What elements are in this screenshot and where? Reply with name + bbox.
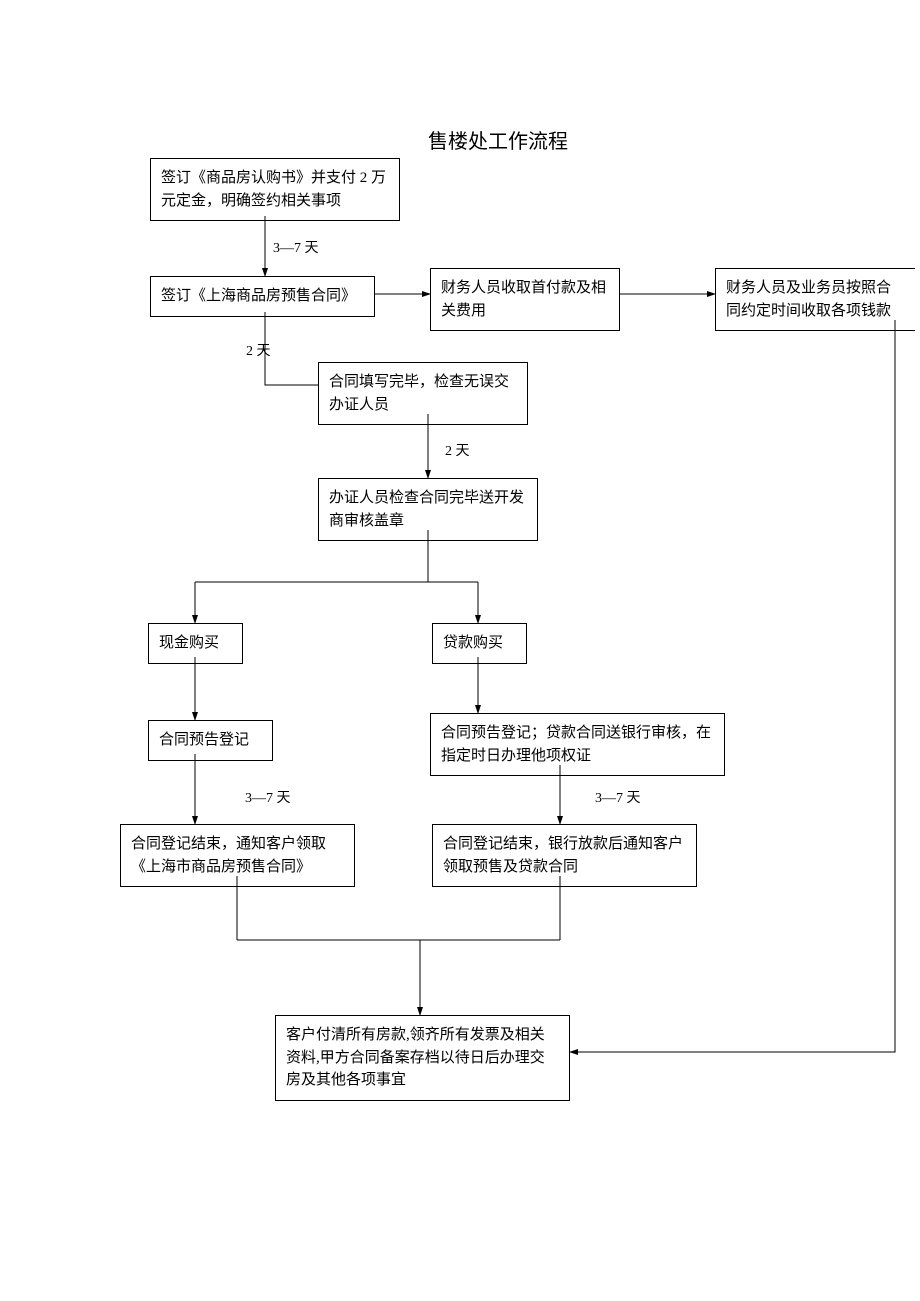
node-notify-loan: 合同登记结束，银行放款后通知客户领取预售及贷款合同 xyxy=(432,824,697,887)
node-loan-register: 合同预告登记；贷款合同送银行审核，在指定时日办理他项权证 xyxy=(430,713,725,776)
edge-label-3: 2 天 xyxy=(445,440,470,460)
node-contract-check: 合同填写完毕，检查无误交办证人员 xyxy=(318,362,528,425)
edge-label-5: 3—7 天 xyxy=(595,787,641,807)
edge-label-2: 2 天 xyxy=(246,340,271,360)
flowchart-title: 售楼处工作流程 xyxy=(428,125,568,154)
node-finance-downpayment: 财务人员收取首付款及相关费用 xyxy=(430,268,620,331)
node-notify-cash: 合同登记结束，通知客户领取《上海市商品房预售合同》 xyxy=(120,824,355,887)
node-developer-seal: 办证人员检查合同完毕送开发商审核盖章 xyxy=(318,478,538,541)
node-finance-collect: 财务人员及业务员按照合同约定时间收取各项钱款 xyxy=(715,268,915,331)
node-cash-purchase: 现金购买 xyxy=(148,623,243,664)
edge-label-1: 3—7 天 xyxy=(273,237,319,257)
node-pre-register: 合同预告登记 xyxy=(148,720,273,761)
node-sign-presale: 签订《上海商品房预售合同》 xyxy=(150,276,375,317)
node-loan-purchase: 贷款购买 xyxy=(432,623,527,664)
node-final: 客户付清所有房款,领齐所有发票及相关资料,甲方合同备案存档以待日后办理交房及其他… xyxy=(275,1015,570,1101)
edge-label-4: 3—7 天 xyxy=(245,787,291,807)
node-sign-subscription: 签订《商品房认购书》并支付 2 万元定金，明确签约相关事项 xyxy=(150,158,400,221)
